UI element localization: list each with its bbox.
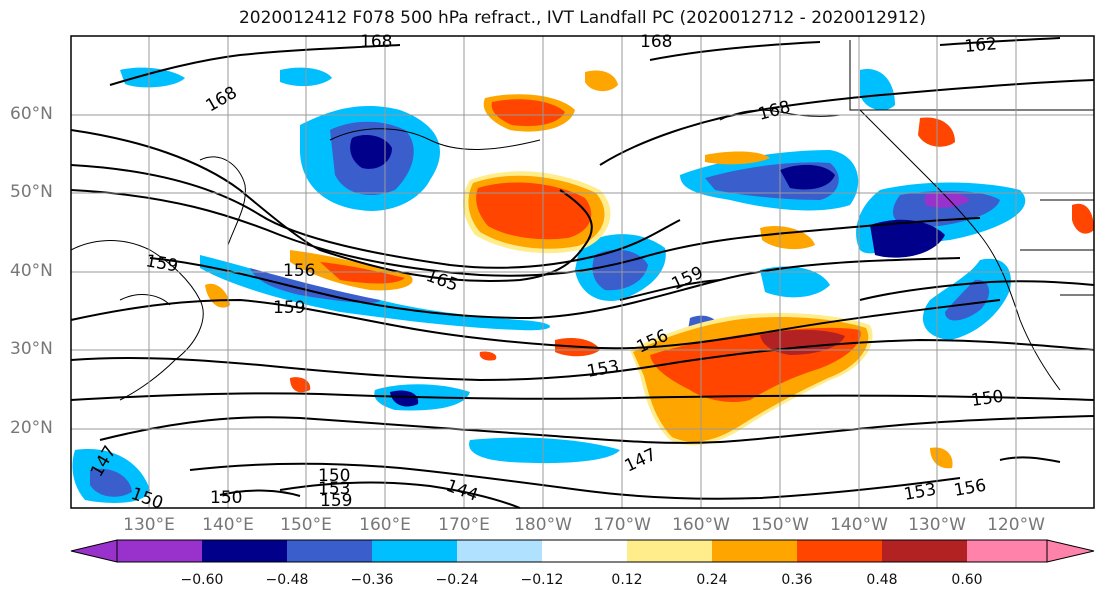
colorbar-extend-max xyxy=(1047,540,1094,562)
colorbar-segment xyxy=(372,540,457,562)
contour-label: 168 xyxy=(360,32,392,52)
lon-label: 130°E xyxy=(123,515,175,535)
colorbar-tick-label: 0.12 xyxy=(611,572,642,588)
lat-label: 50°N xyxy=(10,182,53,202)
lat-label: 30°N xyxy=(10,339,53,359)
lon-label: 140°W xyxy=(830,515,888,535)
colorbar-tick-label: 0.48 xyxy=(866,572,897,588)
colorbar-segment xyxy=(287,540,372,562)
lon-label: 180°W xyxy=(514,515,572,535)
colorbar-segment xyxy=(712,540,797,562)
lon-label: 170°E xyxy=(438,515,490,535)
contour-label: 162 xyxy=(964,34,998,57)
colorbar-segment xyxy=(457,540,542,562)
colorbar-tick-label: 0.24 xyxy=(696,572,727,588)
lon-label: 170°W xyxy=(593,515,651,535)
colorbar-segment xyxy=(542,540,627,562)
lon-label: 150°W xyxy=(751,515,809,535)
colorbar-segment xyxy=(797,540,882,562)
colorbar-segment xyxy=(967,540,1047,562)
colorbar-tick-label: −0.48 xyxy=(266,572,309,588)
colorbar-tick-label: 0.60 xyxy=(951,572,982,588)
lon-label: 160°E xyxy=(359,515,411,535)
colorbar-segment xyxy=(882,540,967,562)
contour-label: 168 xyxy=(640,32,672,52)
colorbar-tick-label: −0.24 xyxy=(436,572,479,588)
colorbar-segment xyxy=(202,540,287,562)
lat-label: 20°N xyxy=(10,418,53,438)
lon-label: 140°E xyxy=(202,515,254,535)
lat-label: 60°N xyxy=(10,104,53,124)
lon-label: 150°E xyxy=(280,515,332,535)
lat-label: 40°N xyxy=(10,261,53,281)
contour-label: 156 xyxy=(283,261,315,281)
colorbar-segment xyxy=(627,540,712,562)
lon-label: 160°W xyxy=(672,515,730,535)
contour-label: 159 xyxy=(273,298,305,318)
contour-label: 150 xyxy=(210,488,242,508)
colorbar-tick-label: 0.36 xyxy=(781,572,812,588)
colorbar-tick-label: −0.12 xyxy=(521,572,564,588)
colorbar-segment xyxy=(117,540,202,562)
colorbar xyxy=(71,540,1094,562)
lon-label: 120°W xyxy=(987,515,1045,535)
colorbar-tick-label: −0.36 xyxy=(351,572,394,588)
colorbar-tick-label: −0.60 xyxy=(181,572,224,588)
lon-label: 130°W xyxy=(908,515,966,535)
colorbar-extend-min xyxy=(71,540,117,562)
